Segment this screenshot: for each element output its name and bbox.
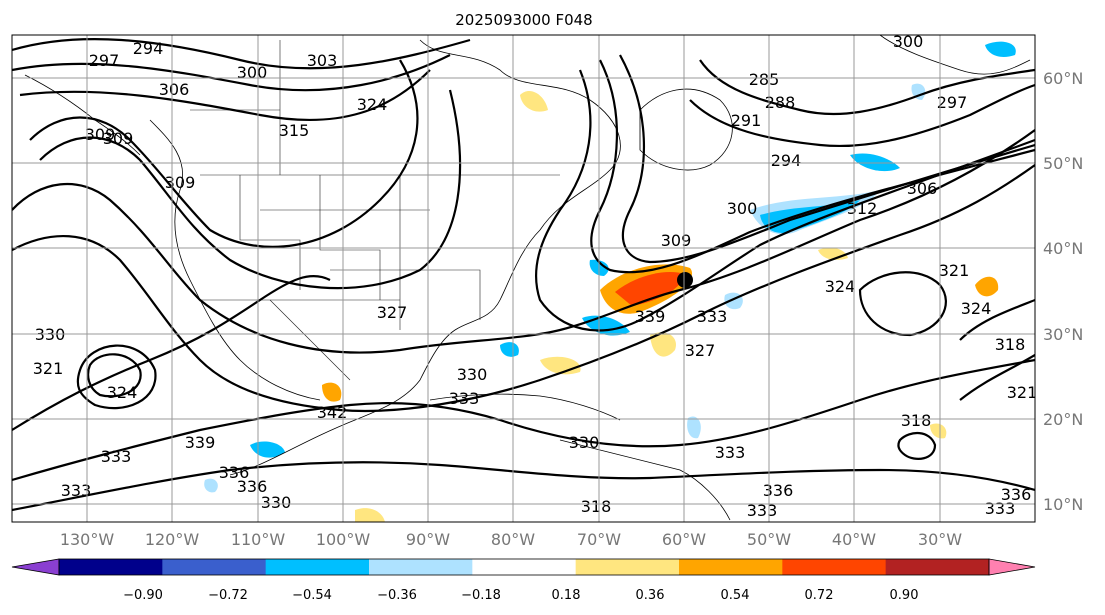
colorbar-tick-label: −0.18 (461, 588, 501, 603)
contour-label: 321 (33, 359, 64, 378)
contour-label: 285 (749, 70, 780, 89)
contour-lines (12, 38, 1035, 512)
latitude-labels: 60°N 50°N 40°N 30°N 20°N 10°N (1043, 69, 1083, 514)
lon-label: 120°W (145, 530, 200, 549)
colorbar-swatch (885, 559, 990, 575)
contour-labels: 294 297 300 303 306 309 315 324 300 285 … (33, 32, 1038, 520)
lat-label: 60°N (1043, 69, 1083, 88)
lat-label: 40°N (1043, 239, 1083, 258)
lon-label: 110°W (231, 530, 286, 549)
contour-label: 336 (237, 477, 268, 496)
contour-label: 333 (449, 389, 480, 408)
colorbar-tick-label: −0.36 (377, 588, 417, 603)
contour-label: 303 (307, 51, 338, 70)
lon-label: 70°W (577, 530, 621, 549)
contour-label: 309 (85, 125, 116, 144)
colorbar-swatch (162, 559, 267, 575)
contour-label: 288 (765, 93, 796, 112)
colorbar-tick-label: −0.90 (123, 588, 163, 603)
contour-label: 339 (635, 307, 666, 326)
map-frame (11, 34, 1036, 523)
contour-label: 336 (1001, 485, 1032, 504)
contour-label: 306 (159, 80, 190, 99)
contour-label: 324 (357, 95, 388, 114)
colorbar: −0.90 −0.72 −0.54 −0.36 −0.18 0.18 0.36 … (11, 558, 1036, 603)
lon-label: 90°W (406, 530, 450, 549)
contour-label: 339 (185, 433, 216, 452)
lon-label: 30°W (918, 530, 962, 549)
colorbar-frame (58, 558, 990, 576)
contour-label: 318 (581, 497, 612, 516)
colorbar-swatch (59, 559, 163, 575)
contour-label: 342 (317, 403, 348, 422)
contour-label: 336 (763, 481, 794, 500)
contour-label: 315 (279, 121, 310, 140)
map-title: 2025093000 F048 (455, 11, 592, 29)
contour-label: 309 (165, 173, 196, 192)
contour-label: 321 (939, 261, 970, 280)
contour-label: 324 (107, 383, 138, 402)
contour-label: 297 (89, 51, 120, 70)
contour-label: 294 (133, 39, 164, 58)
colorbar-tick-label: 0.18 (552, 588, 581, 603)
contour-label: 300 (893, 32, 924, 51)
colorbar-swatch (265, 559, 370, 575)
contour-label: 309 (661, 231, 692, 250)
colorbar-tick-label: 0.54 (721, 588, 750, 603)
colorbar-extension-high (988, 558, 1036, 576)
longitude-labels: 130°W 120°W 110°W 100°W 90°W 80°W 70°W 6… (60, 530, 962, 549)
colorbar-swatch (782, 559, 887, 575)
lon-label: 100°W (316, 530, 371, 549)
contour-label: 333 (101, 447, 132, 466)
contour-label: 309 (103, 129, 134, 148)
colorbar-swatch (472, 559, 577, 575)
lon-label: 130°W (60, 530, 115, 549)
cyclone-center-marker (677, 272, 693, 288)
lat-label: 20°N (1043, 410, 1083, 429)
contour-label: 318 (901, 411, 932, 430)
colorbar-tick-label: −0.54 (292, 588, 332, 603)
contour-label: 333 (61, 481, 92, 500)
contour-label: 330 (569, 433, 600, 452)
contour-label: 321 (1007, 383, 1038, 402)
contour-label: 333 (747, 501, 778, 520)
colorbar-swatch (575, 559, 680, 575)
contour-label: 294 (771, 151, 802, 170)
contour-label: 327 (685, 341, 716, 360)
contour-label: 291 (731, 111, 762, 130)
gridlines (12, 35, 1035, 522)
lon-label: 80°W (491, 530, 535, 549)
lat-label: 10°N (1043, 495, 1083, 514)
contour-label: 336 (219, 463, 250, 482)
map-area: 294 297 300 303 306 309 315 324 300 285 … (12, 32, 1038, 522)
contour-label: 312 (847, 199, 878, 218)
lon-label: 40°W (832, 530, 876, 549)
contour-label: 300 (727, 199, 758, 218)
contour-label: 297 (937, 93, 968, 112)
lat-label: 50°N (1043, 154, 1083, 173)
contour-label: 324 (961, 299, 992, 318)
colorbar-tick-label: 0.90 (890, 588, 919, 603)
contour-label: 333 (715, 443, 746, 462)
contour-label: 330 (261, 493, 292, 512)
colorbar-tick-label: 0.72 (805, 588, 834, 603)
contour-label: 300 (237, 63, 268, 82)
colorbar-tick-label: −0.72 (208, 588, 248, 603)
contour-label: 324 (825, 277, 856, 296)
contour-label: 330 (457, 365, 488, 384)
contour-label: 333 (985, 499, 1016, 518)
lon-label: 50°W (747, 530, 791, 549)
contour-label: 318 (995, 335, 1026, 354)
lon-label: 60°W (662, 530, 706, 549)
colorbar-swatch (369, 559, 473, 575)
contour-label: 327 (377, 303, 408, 322)
colorbar-swatch (679, 559, 783, 575)
colorbar-extension-low (11, 558, 60, 576)
contour-label: 306 (907, 179, 938, 198)
lat-label: 30°N (1043, 325, 1083, 344)
contour-label: 333 (697, 307, 728, 326)
colorbar-tick-label: 0.36 (636, 588, 665, 603)
